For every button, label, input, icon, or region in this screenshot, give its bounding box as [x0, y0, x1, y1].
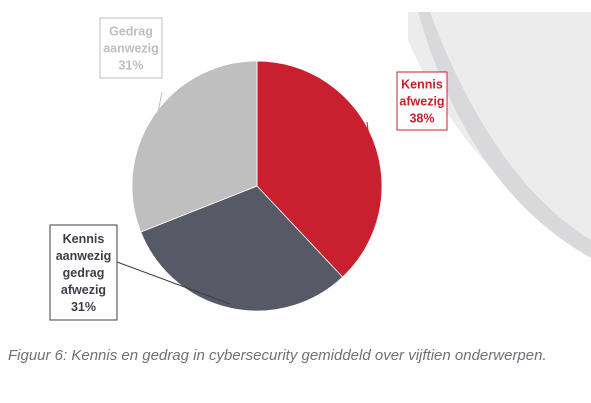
callout-text: afwezig — [61, 283, 106, 297]
pie-chart: Kennis afwezig 38% Kennis aanwezig gedrag afwe… — [49, 12, 591, 321]
callout-text: 38% — [409, 112, 434, 126]
leader-line — [116, 261, 231, 305]
callout-box — [49, 224, 118, 321]
callout-text: aanwezig — [103, 42, 159, 56]
callout-box — [396, 71, 448, 131]
callout-box — [99, 17, 163, 79]
callout-label: Gedrag aanwezig 31% — [99, 17, 163, 119]
callout-text: gedrag — [63, 266, 105, 280]
callout-text: aanwezig — [56, 249, 112, 263]
callout-label: Kennis aanwezig gedrag afwezig 31% — [49, 224, 231, 321]
callout-text: Kennis — [63, 232, 105, 246]
chart-area: Kennis afwezig 38% Kennis aanwezig gedrag afwe… — [49, 12, 591, 321]
pie-slice — [140, 185, 344, 312]
callout-text: Kennis — [401, 78, 443, 92]
callout-text: Gedrag — [109, 25, 153, 39]
figure-caption: Figuur 6: Kennis en gedrag in cybersecur… — [8, 347, 547, 364]
pie-slice — [256, 60, 383, 278]
leader-line — [366, 121, 370, 142]
callout-text: 31% — [71, 300, 96, 314]
callout-label: Kennis afwezig 38% — [366, 71, 448, 142]
callout-text: afwezig — [399, 95, 444, 109]
leader-line — [156, 91, 163, 119]
callout-text: 31% — [118, 59, 143, 73]
background-swoosh — [408, 12, 591, 258]
pie-slice — [131, 60, 258, 233]
